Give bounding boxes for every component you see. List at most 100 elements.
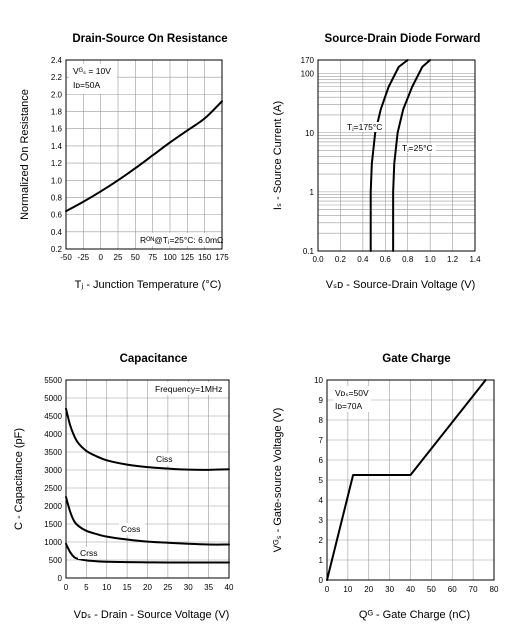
y-tick-label: 2.0: [51, 90, 63, 99]
y-tick-label: 2500: [44, 484, 62, 493]
x-tick-label: -50: [60, 253, 72, 262]
y-tick-label: 2000: [44, 502, 62, 511]
y-tick-label: 1000: [44, 538, 62, 547]
x-tick-label: 150: [198, 253, 212, 262]
chart-panel-1: 0.0 0.2 0.4 0.6 0.8 1.0 1.2 1.4 0.1 1 10 100 170 Sour…: [272, 33, 481, 291]
x-tick-label: 80: [490, 585, 499, 594]
plot-frame: [326, 379, 495, 581]
x-tick-label: 25: [114, 253, 123, 262]
y-tick-label: 3: [319, 516, 324, 525]
series-line-ciss: [65, 407, 230, 471]
x-tick-label: 75: [148, 253, 157, 262]
y-tick-label: 4: [319, 496, 324, 505]
y-tick-label: 2.4: [51, 56, 63, 65]
x-tick-label: 50: [427, 585, 436, 594]
x-tick-label: 1.0: [425, 255, 437, 264]
x-axis-label: Vₛᴅ - Source-Drain Voltage (V): [326, 279, 476, 291]
y-tick-label: 2.2: [51, 73, 63, 82]
y-tick-label: 4500: [44, 412, 62, 421]
x-axis-label: Qᴳ - Gate Charge (nC): [359, 609, 470, 621]
y-tick-label: 100: [301, 70, 315, 79]
y-tick-label: 0.8: [51, 193, 63, 202]
y-tick-label: 4000: [44, 430, 62, 439]
x-axis-label: Tⱼ - Junction Temperature (°C): [75, 279, 222, 291]
series-line-coss: [65, 496, 230, 546]
y-tick-label: 5000: [44, 394, 62, 403]
y-tick-label: 0.4: [51, 228, 63, 237]
x-tick-label: 1.4: [469, 255, 481, 264]
y-tick-label: 0.1: [303, 247, 315, 256]
chart-panel-0: -50 -25 0 25 50 75 100 125 150 175 0.2 0.4 0.6 0.8 1.0…: [19, 33, 229, 291]
x-tick-label: 100: [163, 253, 177, 262]
x-tick-label: 40: [406, 585, 415, 594]
annotation-box: [345, 122, 383, 132]
x-tick-label: 5: [84, 583, 89, 592]
x-tick-label: 20: [143, 583, 152, 592]
x-tick-label: 40: [225, 583, 234, 592]
chart-annotation: Iᴅ=50A: [73, 80, 100, 90]
y-tick-label: 3000: [44, 466, 62, 475]
chart-title: Capacitance: [120, 353, 188, 365]
y-tick-label: 8: [319, 416, 324, 425]
x-tick-label: 30: [385, 585, 394, 594]
y-tick-label: 0: [319, 576, 324, 585]
x-tick-label: -25: [78, 253, 90, 262]
chart-title: Gate Charge: [382, 353, 450, 365]
x-tick-label: 10: [102, 583, 111, 592]
series-label: Crss: [80, 548, 97, 558]
series-line-t175c: [369, 59, 409, 252]
x-tick-label: 0.2: [335, 255, 347, 264]
y-tick-label: 0.2: [51, 245, 63, 254]
y-tick-label: 0: [58, 574, 63, 583]
x-tick-label: 125: [181, 253, 195, 262]
chart-annotation: Vᴅₛ=50V: [335, 388, 369, 398]
y-tick-label: 1.0: [51, 176, 63, 185]
annotation-box: [119, 523, 145, 535]
chart-annotation: Tⱼ=175°C: [347, 122, 382, 132]
x-tick-label: 20: [364, 585, 373, 594]
annotation-box: [69, 64, 117, 94]
chart-panel-3: 0 10 20 30 40 50 60 70 80 0 1 2 3 4 5 6 7 8 9 10 Gate Charge…: [272, 353, 499, 621]
y-tick-label: 10: [314, 376, 323, 385]
x-tick-label: 175: [215, 253, 229, 262]
x-tick-label: 25: [163, 583, 172, 592]
y-axis-label: Iₛ - Source Current (A): [272, 101, 284, 210]
x-tick-label: 15: [123, 583, 132, 592]
y-tick-label: 7: [319, 436, 324, 445]
series-line-crss: [65, 542, 230, 564]
x-tick-label: 35: [204, 583, 213, 592]
chart-annotation: Vᴳₛ = 10V: [73, 66, 111, 76]
chart-annotation: Tⱼ=25°C: [402, 143, 433, 153]
y-tick-label: 0.6: [51, 211, 63, 220]
annotation-box: [154, 453, 180, 465]
series-line-t25c: [392, 59, 432, 252]
plot-frame: [317, 59, 476, 252]
y-tick-label: 1.8: [51, 108, 63, 117]
series-line: [326, 379, 487, 581]
x-tick-label: 0: [64, 583, 69, 592]
annotation-box: [138, 233, 220, 246]
series-line: [65, 100, 223, 213]
y-tick-label: 1500: [44, 520, 62, 529]
y-tick-label: 1.6: [51, 125, 63, 134]
plot-frame: [65, 59, 223, 250]
x-tick-label: 0.6: [380, 255, 392, 264]
x-tick-label: 0: [98, 253, 103, 262]
chart-title: Source-Drain Diode Forward: [325, 33, 481, 45]
chart-annotation: Frequency=1MHz: [155, 384, 222, 394]
annotation-box: [78, 547, 104, 559]
y-tick-label: 9: [319, 396, 324, 405]
y-axis-label: C - Capacitance (pF): [13, 428, 25, 530]
x-tick-label: 30: [184, 583, 193, 592]
y-tick-label: 5500: [44, 376, 62, 385]
y-tick-label: 1.4: [51, 142, 63, 151]
y-tick-label: 1: [319, 556, 324, 565]
y-tick-label: 500: [49, 556, 63, 565]
chart-panel-2: 0 5 10 15 20 25 30 35 40 0 500 1000 1500 2000 2500 3000…: [13, 353, 234, 621]
y-tick-label: 5: [319, 476, 324, 485]
x-tick-label: 0.8: [402, 255, 414, 264]
chart-annotation: Iᴅ=70A: [335, 401, 362, 411]
x-tick-label: 0.0: [312, 255, 324, 264]
y-tick-label: 3500: [44, 448, 62, 457]
y-tick-label: 10: [305, 129, 314, 138]
